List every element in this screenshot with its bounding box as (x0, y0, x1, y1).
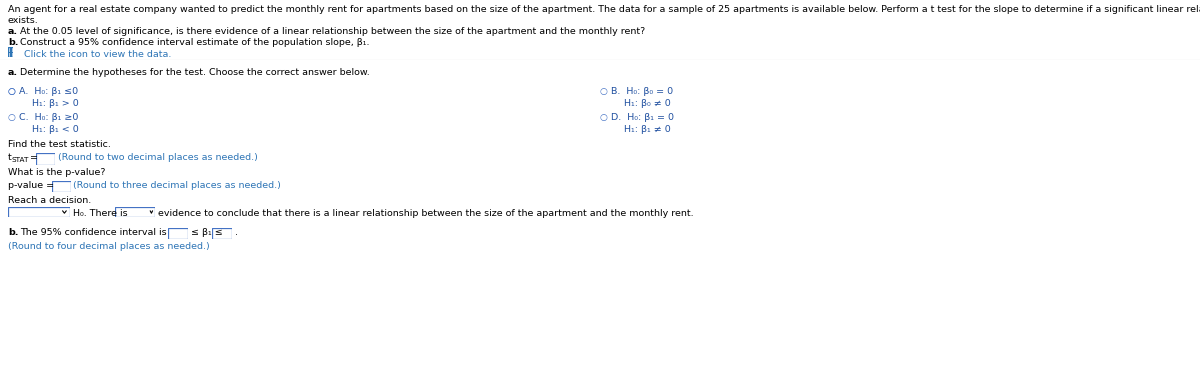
Text: H₁: β₁ > 0: H₁: β₁ > 0 (32, 99, 79, 108)
Text: ○: ○ (8, 87, 16, 96)
Text: ○: ○ (8, 113, 16, 122)
Text: evidence to conclude that there is a linear relationship between the size of the: evidence to conclude that there is a lin… (158, 209, 694, 218)
Text: ○: ○ (600, 87, 608, 96)
Text: exists.: exists. (8, 16, 38, 25)
Text: A.  H₀: β₁ ≤0: A. H₀: β₁ ≤0 (19, 87, 78, 96)
Text: Click the icon to view the data.: Click the icon to view the data. (24, 50, 172, 59)
Text: B.  H₀: β₀ = 0: B. H₀: β₀ = 0 (611, 87, 673, 96)
Text: Determine the hypotheses for the test. Choose the correct answer below.: Determine the hypotheses for the test. C… (20, 68, 370, 77)
FancyBboxPatch shape (212, 228, 232, 239)
Text: b.: b. (8, 38, 18, 47)
Text: H₁: β₀ ≠ 0: H₁: β₀ ≠ 0 (624, 99, 671, 108)
Text: p-value =: p-value = (8, 181, 54, 190)
Text: H₁: β₁ < 0: H₁: β₁ < 0 (32, 125, 79, 134)
Text: ○: ○ (8, 87, 16, 96)
Text: What is the p-value?: What is the p-value? (8, 168, 106, 177)
Text: t: t (8, 153, 12, 162)
Text: D.  H₀: β₁ = 0: D. H₀: β₁ = 0 (611, 113, 674, 122)
FancyBboxPatch shape (52, 181, 71, 192)
Text: (Round to four decimal places as needed.): (Round to four decimal places as needed.… (8, 242, 210, 251)
Text: C.  H₀: β₁ ≥0: C. H₀: β₁ ≥0 (19, 113, 78, 122)
Text: (Round to two decimal places as needed.): (Round to two decimal places as needed.) (58, 153, 258, 162)
Text: ○: ○ (600, 113, 608, 122)
Text: Find the test statistic.: Find the test statistic. (8, 140, 110, 149)
Text: =: = (30, 153, 38, 162)
Text: ≤ β₁ ≤: ≤ β₁ ≤ (191, 228, 223, 237)
Text: STAT: STAT (12, 157, 29, 163)
FancyBboxPatch shape (168, 228, 188, 239)
FancyBboxPatch shape (8, 47, 13, 57)
Text: b.: b. (8, 228, 18, 237)
Text: H₁: β₁ ≠ 0: H₁: β₁ ≠ 0 (624, 125, 671, 134)
Text: An agent for a real estate company wanted to predict the monthly rent for apartm: An agent for a real estate company wante… (8, 5, 1200, 14)
FancyBboxPatch shape (8, 207, 70, 217)
FancyBboxPatch shape (115, 207, 155, 217)
Text: a.: a. (8, 68, 18, 77)
Text: H₀. There is: H₀. There is (73, 209, 127, 218)
Text: Construct a 95% confidence interval estimate of the population slope, β₁.: Construct a 95% confidence interval esti… (20, 38, 370, 47)
Text: (Round to three decimal places as needed.): (Round to three decimal places as needed… (73, 181, 281, 190)
Text: Reach a decision.: Reach a decision. (8, 196, 91, 205)
Text: At the 0.05 level of significance, is there evidence of a linear relationship be: At the 0.05 level of significance, is th… (20, 27, 646, 36)
Text: .: . (235, 228, 238, 237)
Text: The 95% confidence interval is: The 95% confidence interval is (20, 228, 167, 237)
Text: a.: a. (8, 27, 18, 36)
FancyBboxPatch shape (36, 153, 55, 165)
